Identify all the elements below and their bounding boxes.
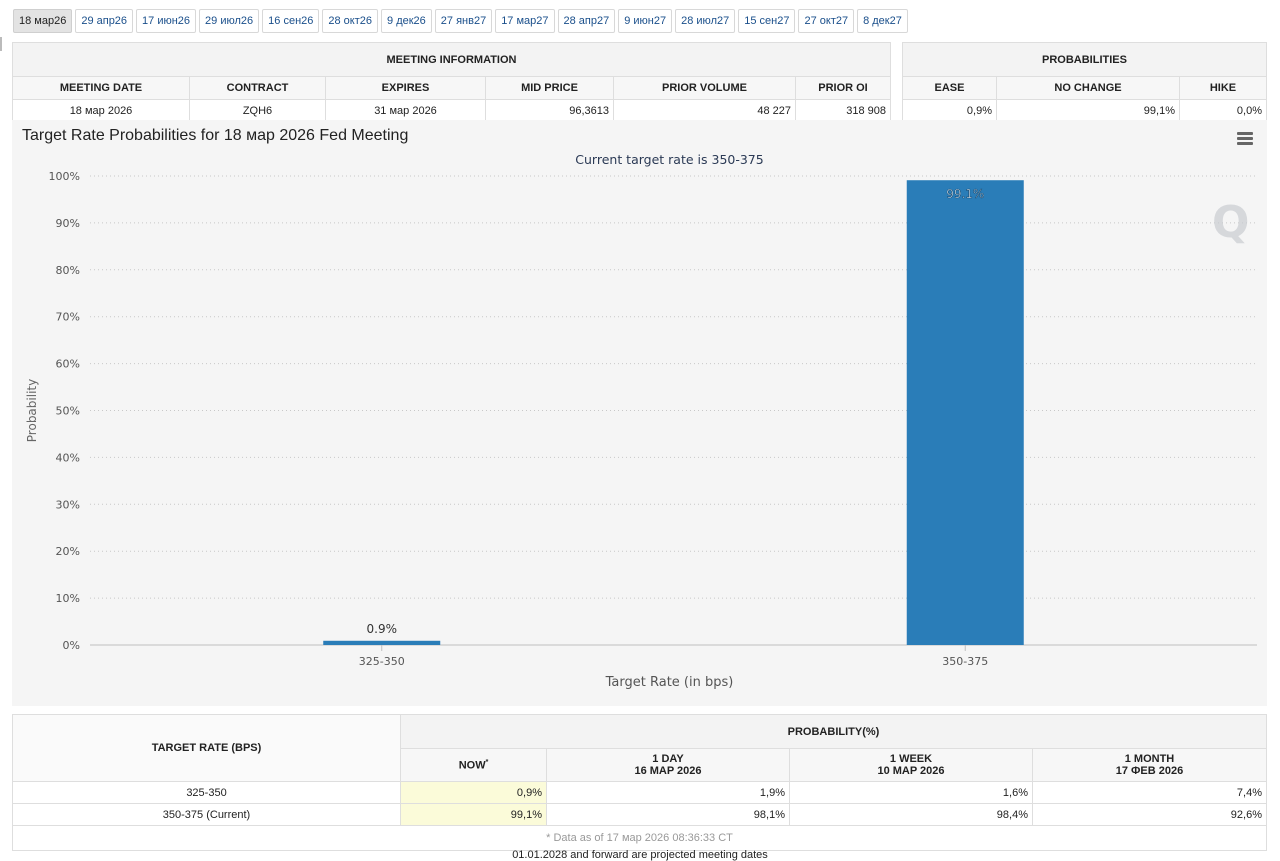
header-hike: HIKE xyxy=(1179,76,1267,100)
tab-meeting-13[interactable]: 27 окт27 xyxy=(798,9,855,33)
probability-history-table: TARGET RATE (BPS) PROBABILITY(%) NOW* 1 … xyxy=(12,714,1267,851)
y-tick-label: 70% xyxy=(56,311,80,324)
column-now-mark: * xyxy=(485,758,489,766)
tab-meeting-7[interactable]: 27 янв27 xyxy=(434,9,493,33)
expires-value: 31 мар 2026 xyxy=(325,99,486,122)
probability-header: PROBABILITY(%) xyxy=(400,714,1267,749)
row-now-value: 0,9% xyxy=(400,781,547,804)
chart-panel: Target Rate Probabilities for 18 мар 202… xyxy=(12,120,1267,706)
left-edge-marker xyxy=(0,37,2,51)
no-change-value: 99,1% xyxy=(996,99,1180,122)
watermark-logo: Q xyxy=(1212,197,1249,248)
data-label: 0.9% xyxy=(367,622,398,636)
column-1-month-date: 17 ФЕВ 2026 xyxy=(1115,765,1184,777)
y-axis-title: Probability xyxy=(25,379,39,442)
column-1-week-date: 10 MAP 2026 xyxy=(877,765,945,777)
mid-price-value: 96,3613 xyxy=(485,99,614,122)
header-prior-volume: PRIOR VOLUME xyxy=(613,76,796,100)
y-tick-label: 100% xyxy=(49,170,80,183)
y-tick-label: 20% xyxy=(56,545,80,558)
column-1-week-label: 1 WEEK xyxy=(889,753,933,765)
table-row: 350-375 (Current) 99,1% 98,1% 98,4% 92,6… xyxy=(12,803,1267,826)
y-tick-label: 0% xyxy=(63,639,80,652)
row-1-month-value: 7,4% xyxy=(1032,781,1267,804)
header-contract: CONTRACT xyxy=(189,76,326,100)
row-1-day-value: 98,1% xyxy=(546,803,790,826)
column-1-day-label: 1 DAY xyxy=(652,753,684,765)
row-rate: 350-375 (Current) xyxy=(12,803,401,826)
tab-meeting-12[interactable]: 15 сен27 xyxy=(738,9,796,33)
y-tick-label: 40% xyxy=(56,451,80,464)
tab-meeting-8[interactable]: 17 мар27 xyxy=(495,9,555,33)
header-meeting-date: MEETING DATE xyxy=(12,76,190,100)
y-tick-label: 60% xyxy=(56,358,80,371)
prior-oi-value: 318 908 xyxy=(795,99,891,122)
tab-meeting-11[interactable]: 28 июл27 xyxy=(675,9,736,33)
tab-meeting-5[interactable]: 28 окт26 xyxy=(322,9,379,33)
header-expires: EXPIRES xyxy=(325,76,486,100)
tab-meeting-9[interactable]: 28 апр27 xyxy=(557,9,616,33)
tab-meeting-10[interactable]: 9 июн27 xyxy=(618,9,673,33)
tab-meeting-1[interactable]: 29 апр26 xyxy=(75,9,134,33)
y-tick-label: 90% xyxy=(56,217,80,230)
data-timestamp-note: * Data as of 17 мар 2026 08:36:33 CT xyxy=(12,825,1267,851)
menu-icon[interactable] xyxy=(1237,132,1253,145)
meeting-info-title: MEETING INFORMATION xyxy=(12,42,891,77)
row-now-value: 99,1% xyxy=(400,803,547,826)
row-1-week-value: 98,4% xyxy=(789,803,1033,826)
chart-subtitle: Current target rate is 350-375 xyxy=(575,152,763,167)
x-tick-label: 350-375 xyxy=(942,655,988,668)
tab-meeting-6[interactable]: 9 дек26 xyxy=(381,9,432,33)
y-tick-label: 30% xyxy=(56,498,80,511)
data-label: 99.1% xyxy=(946,187,984,201)
column-1-week: 1 WEEK 10 MAP 2026 xyxy=(789,748,1033,782)
column-1-day: 1 DAY 16 MAP 2026 xyxy=(546,748,790,782)
table-row: 325-350 0,9% 1,9% 1,6% 7,4% xyxy=(12,781,1267,804)
ease-value: 0,9% xyxy=(902,99,997,122)
prior-volume-value: 48 227 xyxy=(613,99,796,122)
column-1-day-date: 16 MAP 2026 xyxy=(634,765,702,777)
probabilities-title: PROBABILITIES xyxy=(902,42,1267,77)
x-axis-title: Target Rate (in bps) xyxy=(605,675,734,690)
meeting-date-value: 18 мар 2026 xyxy=(12,99,190,122)
header-mid-price: MID PRICE xyxy=(485,76,614,100)
tab-meeting-3[interactable]: 29 июл26 xyxy=(199,9,260,33)
column-now: NOW* xyxy=(400,748,547,782)
meeting-date-tabs: 18 мар26 29 апр26 17 июн26 29 июл26 16 с… xyxy=(13,9,908,33)
probabilities-table: PROBABILITIES EASE NO CHANGE HIKE 0,9% 9… xyxy=(902,42,1267,122)
bar-chart: Current target rate is 350-375 0% 10% 20% 30… xyxy=(25,152,1257,690)
header-no-change: NO CHANGE xyxy=(996,76,1180,100)
tab-meeting-0[interactable]: 18 мар26 xyxy=(13,9,73,33)
y-tick-label: 10% xyxy=(56,592,80,605)
tab-meeting-14[interactable]: 8 дек27 xyxy=(857,9,908,33)
header-prior-oi: PRIOR OI xyxy=(795,76,891,100)
meeting-info-table: MEETING INFORMATION MEETING DATE CONTRAC… xyxy=(12,42,891,122)
row-1-week-value: 1,6% xyxy=(789,781,1033,804)
hike-value: 0,0% xyxy=(1179,99,1267,122)
y-tick-label: 80% xyxy=(56,264,80,277)
contract-value: ZQH6 xyxy=(189,99,326,122)
tab-meeting-2[interactable]: 17 июн26 xyxy=(136,9,197,33)
row-rate: 325-350 xyxy=(12,781,401,804)
bar xyxy=(323,640,441,645)
projected-dates-footer: 01.01.2028 and forward are projected mee… xyxy=(512,849,768,861)
tab-meeting-4[interactable]: 16 сен26 xyxy=(262,9,320,33)
column-1-month-label: 1 MONTH xyxy=(1124,753,1175,765)
target-rate-header: TARGET RATE (BPS) xyxy=(12,714,401,782)
chart-title: Target Rate Probabilities for 18 мар 202… xyxy=(22,127,409,144)
header-ease: EASE xyxy=(902,76,997,100)
y-tick-label: 50% xyxy=(56,405,80,418)
column-now-label: NOW xyxy=(458,759,486,772)
x-tick-label: 325-350 xyxy=(359,655,405,668)
column-1-month: 1 MONTH 17 ФЕВ 2026 xyxy=(1032,748,1267,782)
row-1-month-value: 92,6% xyxy=(1032,803,1267,826)
row-1-day-value: 1,9% xyxy=(546,781,790,804)
bar xyxy=(906,180,1024,645)
